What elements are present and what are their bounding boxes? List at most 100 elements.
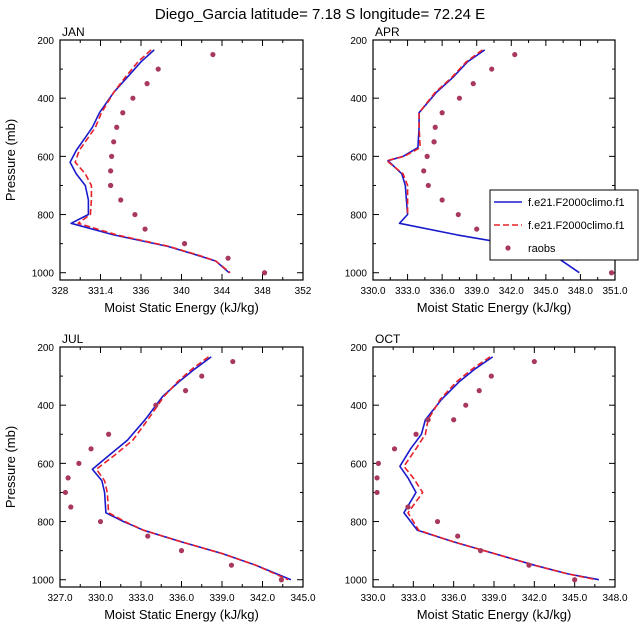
x-axis-label: Moist Static Energy (kJ/kg) [417, 300, 572, 315]
y-tick-label: 800 [37, 211, 54, 222]
raobs-point [199, 373, 205, 379]
raobs-point [374, 489, 380, 496]
raobs-point [65, 475, 71, 481]
y-tick-label: 600 [37, 152, 54, 163]
raobs-point [210, 51, 216, 58]
y-tick-label: 400 [37, 401, 54, 412]
panel-label: JAN [62, 25, 85, 39]
model-line-dashed [403, 356, 597, 581]
raobs-point [182, 388, 189, 394]
x-tick-label: 345.0 [562, 593, 587, 604]
x-tick-label: 351.0 [602, 286, 627, 297]
raobs-point [608, 270, 615, 276]
raobs-point [463, 402, 469, 408]
raobs-point [488, 373, 494, 379]
raobs-point [477, 548, 484, 554]
raobs-point [489, 66, 495, 72]
raobs-point [225, 255, 231, 261]
raobs-point [109, 153, 115, 159]
x-tick-label: 327.0 [47, 593, 72, 604]
panel-label: OCT [375, 332, 401, 346]
x-tick-label: 348 [254, 286, 271, 297]
y-axis-label: Pressure (mb) [3, 426, 18, 508]
raobs-point [153, 402, 159, 408]
model-line-solid [399, 356, 600, 581]
raobs-point [118, 197, 124, 203]
x-tick-label: 348.0 [602, 593, 627, 604]
raobs-point [374, 475, 380, 481]
legend-label: raobs [528, 243, 556, 255]
x-tick-label: 336.0 [169, 593, 194, 604]
legend: f.e21.F2000climo.f1 f.e21.F2000climo.f1 ra… [489, 189, 639, 261]
raobs-point [106, 431, 112, 437]
x-tick-label: 340 [173, 286, 190, 297]
raobs-point [470, 81, 476, 87]
x-axis-label: Moist Static Energy (kJ/kg) [104, 300, 259, 315]
y-tick-label: 600 [37, 459, 54, 470]
raobs-point [455, 533, 461, 539]
raobs-point [425, 182, 431, 189]
x-tick-label: 352 [295, 286, 312, 297]
y-tick-label: 200 [350, 36, 367, 47]
x-tick-label: 331.4 [88, 286, 113, 297]
raobs-point [97, 518, 104, 525]
figure-title: Diego_Garcia latitude= 7.18 S longitude=… [155, 6, 485, 23]
x-tick-label: 328 [52, 286, 69, 297]
raobs-point [68, 504, 74, 510]
raobs-point [145, 533, 151, 539]
raobs-point [111, 139, 117, 145]
raobs-point [526, 562, 532, 568]
raobs-point [391, 446, 398, 452]
raobs-point [228, 562, 235, 568]
y-tick-label: 800 [350, 211, 367, 222]
raobs-point [155, 66, 161, 72]
model-line-dashed [385, 49, 483, 215]
y-tick-label: 1000 [345, 576, 368, 587]
series-group [374, 356, 600, 583]
x-tick-label: 348.0 [568, 286, 593, 297]
panel-label: APR [375, 25, 400, 39]
legend-label: f.e21.F2000climo.f1 [528, 220, 625, 232]
raobs-point [114, 124, 120, 130]
y-tick-label: 800 [350, 518, 367, 529]
x-tick-label: 333.0 [128, 593, 153, 604]
raobs-point [413, 431, 419, 437]
y-axis-label: Pressure (mb) [3, 119, 18, 201]
raobs-point [455, 211, 461, 218]
plot-frame [372, 346, 616, 588]
raobs-point [512, 51, 518, 58]
raobs-point [424, 153, 430, 159]
y-tick-label: 200 [37, 343, 54, 354]
raobs-point [474, 226, 480, 232]
raobs-point [62, 489, 68, 496]
legend-label: f.e21.F2000climo.f1 [528, 197, 625, 209]
raobs-point [531, 358, 537, 365]
model-line-dashed [74, 49, 231, 274]
x-tick-label: 342.0 [499, 286, 524, 297]
x-tick-label: 336 [133, 286, 150, 297]
raobs-point [88, 446, 94, 452]
raobs-point [181, 241, 188, 247]
x-tick-label: 345.0 [533, 286, 558, 297]
raobs-point [108, 168, 114, 174]
raobs-point [230, 358, 236, 365]
model-line-dashed [95, 356, 289, 581]
y-tick-label: 600 [350, 152, 367, 163]
series-group [69, 49, 268, 276]
raobs-point [130, 95, 136, 101]
y-tick-label: 1000 [345, 269, 368, 280]
raobs-point [405, 504, 411, 510]
raobs-point [132, 211, 138, 218]
raobs-point [261, 270, 268, 276]
x-tick-label: 345.0 [290, 593, 315, 604]
y-tick-label: 400 [350, 401, 367, 412]
model-line-solid [91, 356, 292, 581]
y-tick-label: 400 [350, 94, 367, 105]
raobs-point [439, 197, 445, 203]
raobs-point [476, 388, 482, 394]
x-axis-label: Moist Static Energy (kJ/kg) [417, 607, 572, 622]
x-tick-label: 336.0 [430, 286, 455, 297]
raobs-point [278, 577, 284, 583]
panel-label: JUL [62, 332, 84, 346]
plot-frame [59, 39, 304, 281]
